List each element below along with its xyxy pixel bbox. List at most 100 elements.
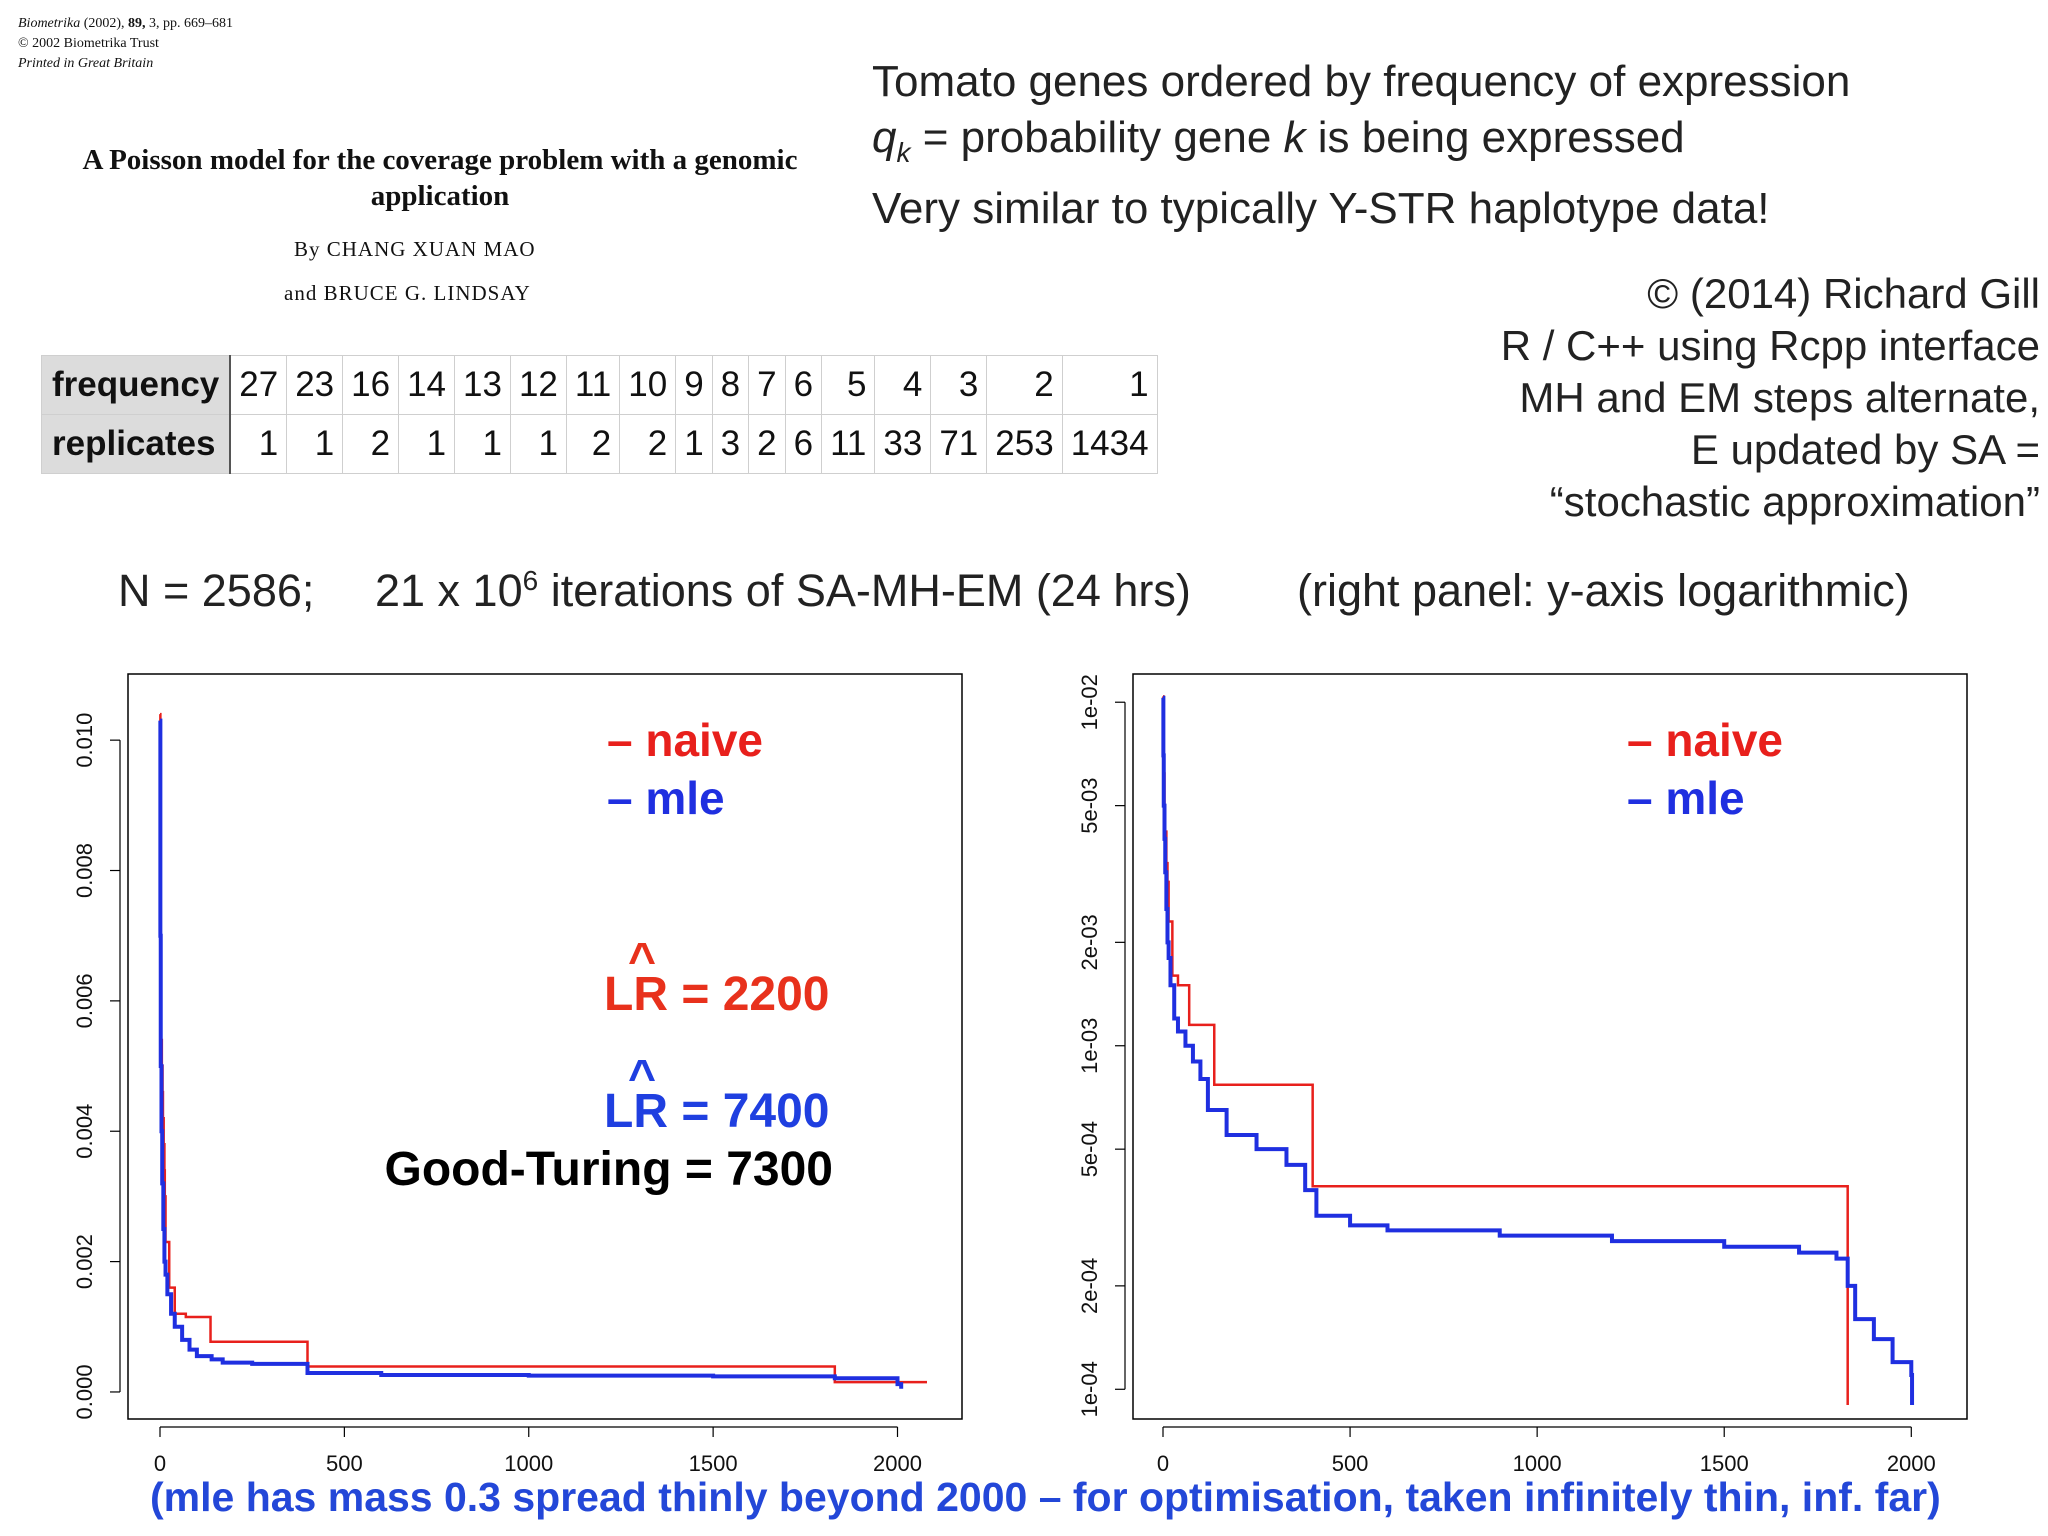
- frequency-cell: 8: [711, 355, 750, 415]
- x-tick-label: 500: [326, 1451, 363, 1476]
- paper-printed: Printed in Great Britain: [18, 56, 154, 71]
- frequency-table: frequency 27 23 16 14 13 12 11 10 9 8 7 6 5 4 3 2 1 repl…: [41, 355, 1158, 474]
- slide-notes: Tomato genes ordered by frequency of exp…: [872, 54, 1850, 237]
- x-tick-label: 1000: [1513, 1451, 1562, 1476]
- n-text: N = 2586;: [118, 565, 315, 616]
- y-tick-label: 0.002: [72, 1234, 97, 1289]
- y-tick-label: 1e-04: [1077, 1361, 1102, 1417]
- replicates-cell: 2: [748, 414, 786, 474]
- replicates-cell: 11: [821, 414, 876, 474]
- plot-frame: [1132, 673, 1968, 1420]
- replicates-cell: 71: [930, 414, 988, 474]
- credit-line-4: E updated by SA =: [1690, 426, 2040, 473]
- paper-author-1: By CHANG XUAN MAO: [294, 237, 536, 261]
- y-tick-label: 2e-04: [1077, 1258, 1102, 1314]
- frequency-cell: 11: [565, 355, 621, 415]
- y-tick-label: 0.010: [72, 713, 97, 768]
- legend-naive: – naive: [607, 714, 763, 766]
- frequency-cell: 2: [986, 355, 1063, 415]
- x-tick-label: 2000: [873, 1451, 922, 1476]
- mle-series-line: [1161, 695, 1915, 1405]
- frequency-cell: 12: [509, 355, 567, 415]
- credit-line-1: © (2014) Richard Gill: [1647, 270, 2040, 317]
- y-tick-label: 0.008: [72, 843, 97, 898]
- plot-frame: [127, 673, 963, 1420]
- replicates-cell: 1: [675, 414, 713, 474]
- legend-mle: – mle: [607, 772, 725, 824]
- credits: © (2014) Richard Gill R / C++ using Rcpp…: [1501, 268, 2040, 528]
- frequency-cell: 3: [930, 355, 988, 415]
- replicates-row: replicates 1 1 2 1 1 1 2 2 1 3 2 6 11 33 71 253 1434: [41, 414, 1158, 474]
- right-chart: 0 500 1000 1500 2000 1e-04 2e-04 5e-04 1e-03 2e-0…: [1077, 673, 1968, 1476]
- frequency-cell: 23: [286, 355, 344, 415]
- note-line-2: qk = probability gene k is being express…: [872, 113, 1685, 168]
- footnote: (mle has mass 0.3 spread thinly beyond 2…: [150, 1474, 1941, 1520]
- y-tick-label: 5e-03: [1077, 777, 1102, 833]
- frequency-cell: 14: [398, 355, 456, 415]
- replicates-cell: 1: [286, 414, 344, 474]
- lr-mle-annotation: LR = 7400: [604, 1085, 829, 1138]
- frequency-cell: 13: [454, 355, 511, 415]
- paper-citation: Biometrika (2002), 89, 3, pp. 669–681: [18, 16, 234, 31]
- x-tick-label: 0: [1157, 1451, 1169, 1476]
- replicates-cell: 6: [784, 414, 823, 474]
- frequency-row: frequency 27 23 16 14 13 12 11 10 9 8 7 6 5 4 3 2 1: [41, 355, 1158, 415]
- frequency-cell: 6: [784, 355, 823, 415]
- lr-naive-annotation: LR = 2200: [604, 968, 829, 1021]
- replicates-cell: 3: [711, 414, 750, 474]
- x-tick-label: 1000: [504, 1451, 553, 1476]
- replicates-label: replicates: [41, 414, 232, 474]
- y-tick-label: 5e-04: [1077, 1121, 1102, 1177]
- replicates-cell: 1: [509, 414, 567, 474]
- credit-line-2: R / C++ using Rcpp interface: [1500, 322, 2040, 369]
- naive-series-line: [159, 712, 927, 1384]
- replicates-cell: 1: [398, 414, 456, 474]
- frequency-cell: 5: [821, 355, 876, 415]
- replicates-cell: 33: [874, 414, 932, 474]
- good-turing-annotation: Good-Turing = 7300: [385, 1143, 834, 1196]
- note-line-1: Tomato genes ordered by frequency of exp…: [872, 57, 1851, 106]
- replicates-cell: 2: [342, 414, 400, 474]
- y-tick-label: 0.004: [72, 1104, 97, 1159]
- x-tick-label: 0: [154, 1451, 166, 1476]
- frequency-cell: 10: [619, 355, 677, 415]
- lr-hat-mark: ^: [628, 934, 656, 987]
- naive-series-line: [1162, 695, 1849, 1405]
- x-tick-label: 1500: [689, 1451, 738, 1476]
- y-tick-label: 0.006: [72, 973, 97, 1028]
- frequency-cell: 7: [748, 355, 786, 415]
- frequency-label: frequency: [41, 355, 232, 415]
- x-tick-label: 1500: [1700, 1451, 1749, 1476]
- lr-hat-mark: ^: [628, 1051, 656, 1104]
- y-tick-label: 1e-02: [1077, 674, 1102, 730]
- credit-line-3: MH and EM steps alternate,: [1519, 374, 2040, 421]
- panel-note: (right panel: y-axis logarithmic): [1297, 565, 1910, 616]
- note-line-3: Very similar to typically Y-STR haplotyp…: [872, 183, 1770, 233]
- frequency-cell: 9: [675, 355, 713, 415]
- y-tick-label: 2e-03: [1077, 914, 1102, 970]
- frequency-cell: 4: [874, 355, 932, 415]
- paper-title: A Poisson model for the coverage problem…: [82, 144, 798, 212]
- x-tick-label: 2000: [1887, 1451, 1936, 1476]
- mle-series-line: [158, 718, 904, 1389]
- y-tick-label: 1e-03: [1077, 1018, 1102, 1074]
- replicates-cell: 2: [619, 414, 677, 474]
- x-tick-label: 500: [1332, 1451, 1369, 1476]
- y-tick-label: 0.000: [72, 1364, 97, 1419]
- replicates-cell: 1434: [1061, 414, 1158, 474]
- replicates-cell: 2: [565, 414, 621, 474]
- replicates-cell: 1: [229, 414, 288, 474]
- iterations-text: 21 x 106 iterations of SA-MH-EM (24 hrs): [375, 565, 1191, 616]
- replicates-cell: 253: [986, 414, 1063, 474]
- frequency-cell: 1: [1061, 355, 1158, 415]
- run-summary: N = 2586;: [118, 565, 314, 617]
- paper-author-2: and BRUCE G. LINDSAY: [284, 281, 531, 305]
- frequency-cell: 16: [342, 355, 400, 415]
- legend-mle: – mle: [1627, 772, 1745, 824]
- paper-header: Biometrika (2002), 89, 3, pp. 669–681 © …: [18, 14, 233, 74]
- left-chart: 0 500 1000 1500 2000 0.000 0.002 0.004 0.006 0.00…: [72, 673, 963, 1476]
- legend-naive: – naive: [1627, 714, 1783, 766]
- credit-line-5: “stochastic approximation”: [1549, 478, 2040, 525]
- frequency-cell: 27: [229, 355, 288, 415]
- replicates-cell: 1: [454, 414, 511, 474]
